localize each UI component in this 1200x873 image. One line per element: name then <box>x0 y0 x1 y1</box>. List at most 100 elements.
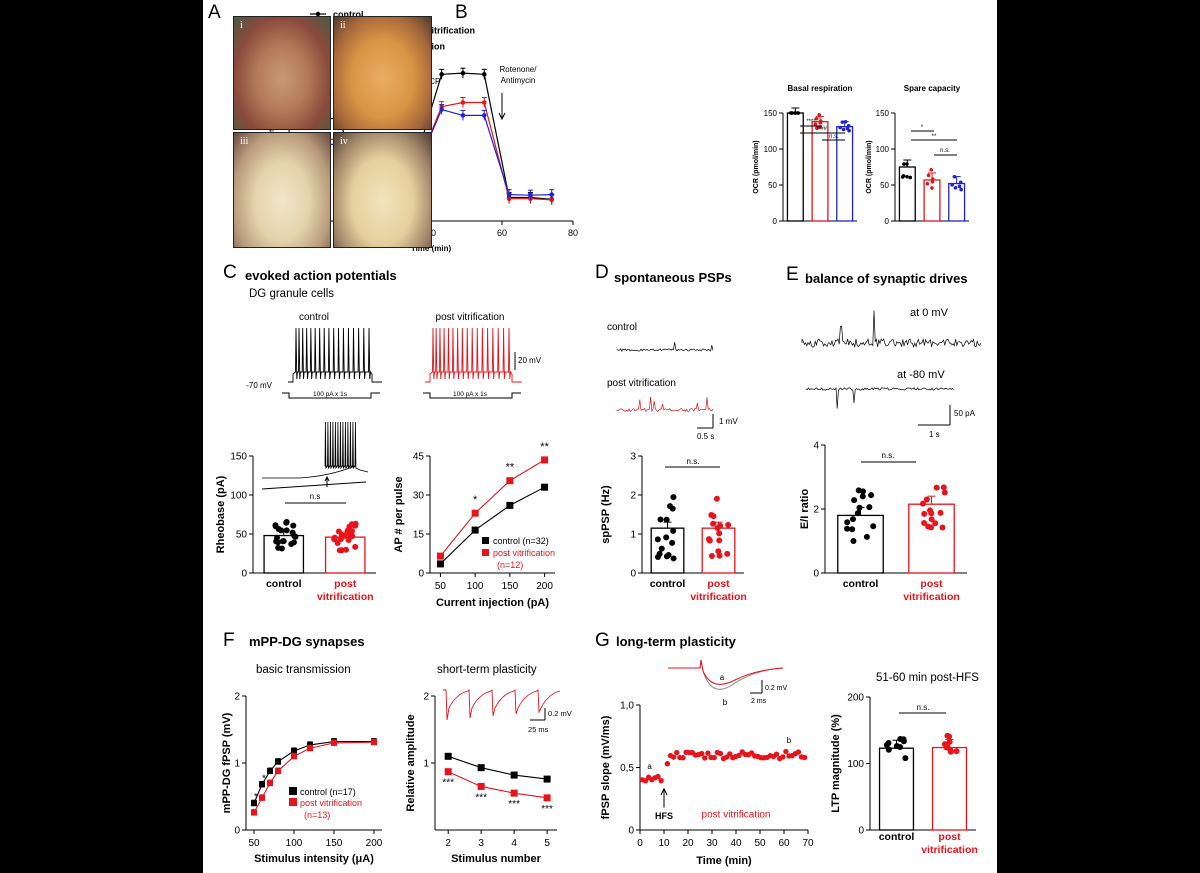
rheo-ylabel: Rheobase (pA) <box>215 475 227 553</box>
spare-ylabel: OCR (pmol/min) <box>866 140 873 193</box>
c-scalebar-label: 20 mV <box>518 356 542 365</box>
c-rheo-inset-trace <box>262 421 369 479</box>
figure-svg: 0100200300020406080OCR (pmol/min)Time (m… <box>215 10 982 867</box>
ppr-scale-label-v: 0.2 mV <box>548 709 572 718</box>
ltp-x-tick-label-5: 50 <box>754 838 766 849</box>
ppr-scale-label-h: 25 ms <box>528 725 549 734</box>
panel-g-letter: G <box>595 630 610 651</box>
ltpbar-y-tick-label-0: 0 <box>858 826 864 837</box>
ocr-x-tick-label-3: 60 <box>497 228 507 238</box>
c-control-trace <box>288 327 382 383</box>
basal-dot-0-2 <box>793 111 797 115</box>
panel-c-letter: C <box>223 262 237 283</box>
io-star-0: * <box>254 792 258 803</box>
io-y-tick-label-0: 0 <box>234 826 240 837</box>
spare-sig-2: n.s. <box>940 148 950 154</box>
ltp-x-tick-label-2: 20 <box>682 838 694 849</box>
spare-dot-2-3 <box>952 174 957 179</box>
ltp-x-tick-label-6: 60 <box>778 838 790 849</box>
ltp-xlabel: Time (min) <box>696 855 752 867</box>
ap-point-1-2 <box>506 477 514 485</box>
io-legend-label-0: control (n=17) <box>300 787 356 797</box>
ei-y-tick-label-0: 0 <box>813 569 819 580</box>
c-step-postvit <box>423 392 521 399</box>
ltp-scale-label-h: 2 ms <box>751 698 767 705</box>
sppsp-dot-1-7 <box>710 513 717 520</box>
ei-y-tick-label-1: 2 <box>813 505 819 516</box>
rheo-dot-1-9 <box>345 536 352 543</box>
sppsp-dot-0-4 <box>657 516 664 523</box>
sppsp-dot-1-3 <box>716 530 723 537</box>
ltpbar-cat-label-1: post <box>938 831 961 843</box>
photo-iii: iii <box>233 132 331 248</box>
basal-dot-1-6 <box>815 126 819 130</box>
ppr-star-0: *** <box>442 778 454 789</box>
figure-canvas: 0100200300020406080OCR (pmol/min)Time (m… <box>203 0 997 873</box>
ltp-inset-label-b: b <box>723 698 728 707</box>
rheo-dot-1-17 <box>337 536 344 543</box>
spare-dot-2-4 <box>950 183 954 187</box>
io-legend-marker-1 <box>289 798 297 806</box>
rheo-dot-0-17 <box>273 534 280 541</box>
ltp-point-257 <box>698 750 705 757</box>
ltp-point-595 <box>780 754 786 760</box>
d-control-trace <box>616 342 714 352</box>
ei-dot-1-0 <box>928 516 935 523</box>
ei-dot-1-7 <box>923 496 930 503</box>
ap-y-tick-label-1: 15 <box>413 530 425 541</box>
rheo-y-tick-label-0: 0 <box>241 569 247 580</box>
basal-sig-1: ### <box>817 126 828 132</box>
ppr-point-0-2 <box>510 771 518 779</box>
d-trace-label-postvit: post vitrification <box>607 378 676 389</box>
ppr-star-3: *** <box>541 804 553 815</box>
ltp-point-335 <box>717 750 724 757</box>
spare-y-tick-label-1: 50 <box>880 181 889 190</box>
sppsp-cat-label-0: control <box>650 578 686 590</box>
sppsp-dot-0-8 <box>654 536 661 543</box>
sppsp-dot-1-9 <box>710 520 717 527</box>
basal-dot-1-0 <box>813 122 818 126</box>
ltpbar-ylabel: LTP magnitude (%) <box>830 714 842 813</box>
ei-dot-1-2 <box>921 520 928 527</box>
ltp-point-153 <box>674 749 680 756</box>
ltpbar-dot-0-8 <box>900 738 907 745</box>
ltp-label-a: a <box>647 762 652 771</box>
io-x-tick-label-0: 50 <box>248 838 260 849</box>
sppsp-dot-1-8 <box>716 552 723 559</box>
c-step-label-postvit: 100 pA x 1s <box>453 391 488 398</box>
ei-dot-0-6 <box>854 510 861 517</box>
sppsp-dot-0-6 <box>669 539 676 546</box>
rheo-dot-0-12 <box>275 525 282 532</box>
ei-dot-1-5 <box>927 507 934 514</box>
ap-line-0 <box>440 486 545 565</box>
sppsp-sig: n.s. <box>687 457 700 466</box>
ppr-x-tick-label-3: 5 <box>544 838 550 849</box>
panel-d-title: spontaneous PSPs <box>614 270 732 285</box>
ppr-inset-trace <box>443 688 561 721</box>
io-point-1-6 <box>331 739 337 746</box>
ocr-legend-label-0: control <box>333 10 364 20</box>
ocr-xlabel: Time (min) <box>411 244 452 253</box>
ppr-point-1-2 <box>510 789 518 797</box>
ei-dot-0-4 <box>849 526 856 533</box>
spare-dot-0-3 <box>908 175 913 180</box>
c-postvit-trace-label: post vitrification <box>436 312 505 323</box>
ltp-point-283 <box>705 750 711 756</box>
ocr-arrowhead-2 <box>498 112 506 121</box>
spare-y-tick-label-2: 100 <box>876 145 890 154</box>
ltp-point-270 <box>702 755 708 761</box>
sppsp-cat-label-1-1: vitrification <box>690 591 747 603</box>
ocr-point-0-8 <box>481 72 487 77</box>
ap-point-0-3 <box>541 483 549 491</box>
ocr-point-1-11 <box>549 197 554 203</box>
spare-title: Spare capacity <box>904 84 961 93</box>
io-point-1-2 <box>267 780 273 787</box>
ei-dot-0-1 <box>866 504 873 511</box>
basal-dot-2-5 <box>847 128 851 133</box>
ltp-point-140 <box>670 754 677 760</box>
ap-x-tick-label-2: 150 <box>502 581 519 592</box>
d-trace-label-control: control <box>607 322 637 333</box>
rheo-sig: n.s <box>310 492 321 501</box>
rheo-dot-1-16 <box>335 528 342 535</box>
ltp-point-569 <box>773 751 780 757</box>
